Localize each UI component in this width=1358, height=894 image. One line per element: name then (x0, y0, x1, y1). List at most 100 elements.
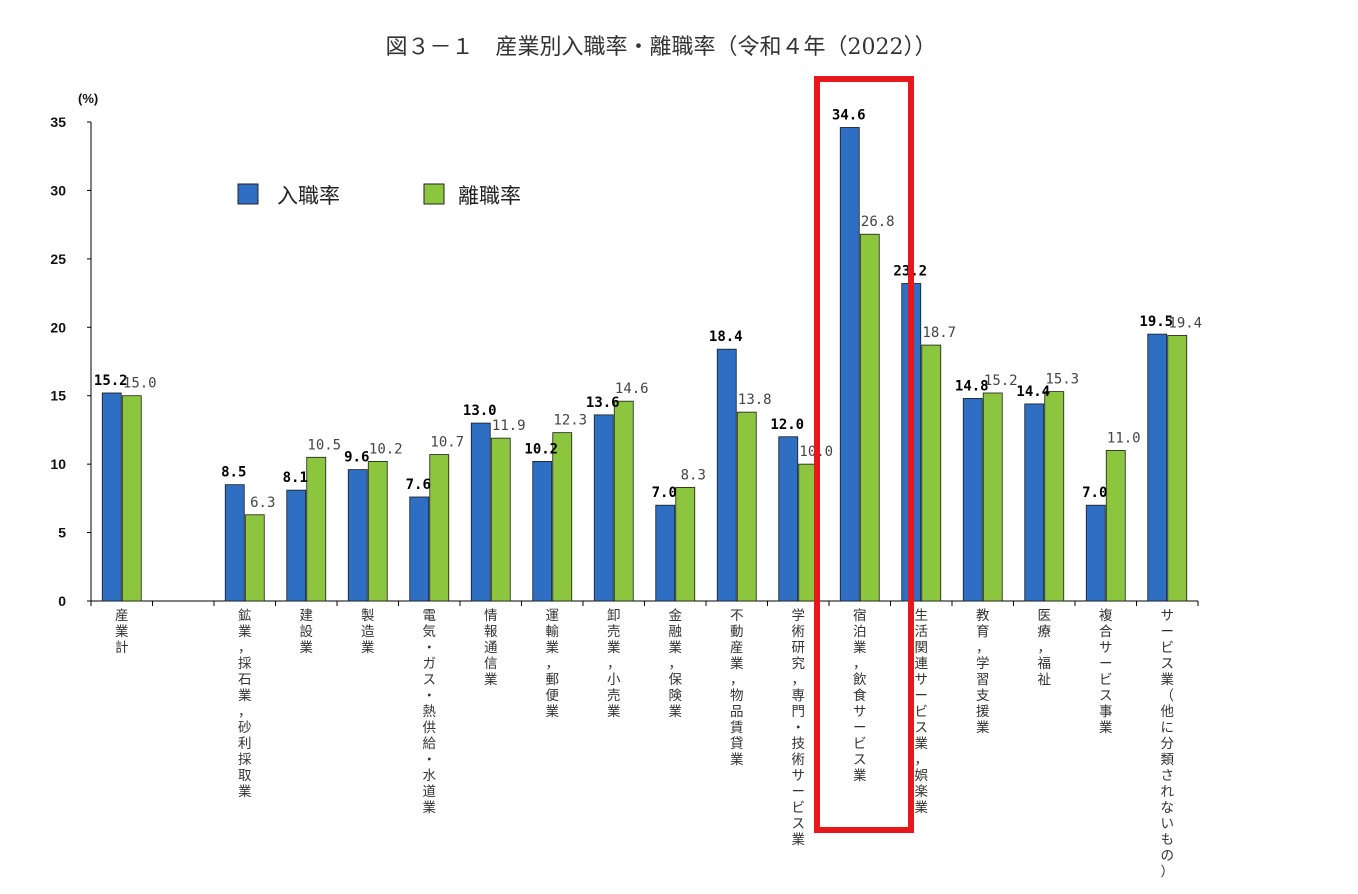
legend-swatch-series-b (423, 183, 445, 205)
bar-series-a (286, 489, 307, 602)
data-label-series-b: 12.3 (553, 413, 587, 429)
bar-series-b (244, 514, 265, 602)
data-label-series-a: 15.2 (94, 373, 128, 389)
data-label-series-a: 34.6 (832, 107, 866, 123)
bar-series-a (1024, 403, 1045, 602)
data-label-series-a: 19.5 (1139, 314, 1173, 330)
category-label: 学術研究，専門・技術サービス業 (792, 608, 806, 848)
data-label-series-a: 13.6 (586, 395, 620, 411)
data-label-series-a: 7.6 (406, 477, 431, 493)
data-label-series-a: 14.4 (1016, 384, 1050, 400)
bar-series-a (593, 414, 614, 602)
data-labels: 15.215.08.56.38.110.59.610.27.610.713.01… (94, 107, 1202, 510)
category-label: 製造業 (361, 608, 375, 656)
data-label-series-a: 8.1 (283, 470, 308, 486)
data-label-series-b: 14.6 (615, 381, 649, 397)
data-label-series-a: 8.5 (221, 465, 246, 481)
bar-series-a (778, 436, 799, 602)
y-tick-label: 20 (50, 319, 66, 335)
y-tick-label: 30 (50, 182, 66, 198)
bar-series-b (1044, 391, 1065, 602)
y-tick-label: 15 (50, 388, 66, 404)
bar-series-a (1147, 333, 1168, 602)
category-label: 電気・ガス・熱供給・水道業 (423, 608, 437, 816)
y-tick-label: 0 (58, 593, 66, 609)
bar-series-b (1167, 335, 1188, 602)
category-label: 宿泊業，飲食サービス業 (853, 607, 867, 784)
category-label: 金融業，保険業 (669, 608, 683, 720)
category-label: 産業計 (115, 608, 129, 656)
bar-series-b (121, 395, 142, 602)
bar-series-b (736, 411, 757, 602)
bar-series-b (552, 432, 573, 602)
bar-series-b (1105, 450, 1126, 602)
data-label-series-b: 19.4 (1168, 315, 1202, 331)
category-label: サービス業（他に分類されないもの） (1161, 608, 1175, 880)
y-tick-label: 35 (50, 114, 66, 130)
legend-label-series-a: 入職率 (277, 184, 340, 208)
data-label-series-a: 10.2 (524, 441, 558, 457)
data-label-series-a: 13.0 (463, 403, 497, 419)
category-label: 生活関連サービス業，娯楽業 (915, 608, 929, 816)
data-label-series-b: 6.3 (250, 495, 275, 511)
data-label-series-a: 7.0 (652, 485, 677, 501)
data-label-series-a: 14.8 (955, 378, 989, 394)
highlight-box (814, 76, 914, 833)
data-label-series-b: 15.0 (123, 376, 157, 392)
y-axis-unit: (%) (78, 91, 98, 106)
bar-series-a (839, 127, 860, 602)
y-tick-label: 5 (58, 525, 66, 541)
data-label-series-b: 10.5 (307, 437, 341, 453)
bar-series-b (306, 456, 327, 602)
category-label: 医療，福祉 (1038, 608, 1052, 688)
data-label-series-b: 11.9 (492, 418, 526, 434)
bar-series-a (655, 504, 676, 602)
data-label-series-b: 8.3 (681, 467, 706, 483)
data-label-series-a: 7.0 (1082, 485, 1107, 501)
bar-series-b (490, 437, 511, 602)
category-labels: 産業計 鉱業，採石業，砂利採取業 建設業 製造業 電気・ガス・熱供給・水道業 情報通信業 運… (115, 607, 1175, 880)
axes: 0 5 10 15 20 25 30 35 (50, 114, 1199, 609)
data-label-series-b: 11.0 (1107, 430, 1141, 446)
bar-series-a (716, 348, 737, 602)
chart-title: 図３－１ 産業別入職率・離職率（令和４年（2022）） (386, 35, 937, 60)
bar-series-b (429, 454, 450, 602)
bar-series-b (613, 400, 634, 602)
bar-series-a (409, 496, 430, 602)
data-label-series-b: 13.8 (738, 392, 772, 408)
bar-series-a (224, 484, 245, 602)
bar-series-a (532, 461, 553, 602)
data-label-series-a: 12.0 (770, 417, 804, 433)
category-label: 建設業 (300, 608, 314, 656)
category-label: 複合サービス事業 (1099, 607, 1113, 736)
data-label-series-b: 15.2 (984, 373, 1018, 389)
bars (101, 127, 1188, 602)
data-label-series-b: 18.7 (922, 325, 956, 341)
bar-series-a (962, 398, 983, 602)
category-label: 運輸業，郵便業 (546, 608, 560, 720)
data-label-series-a: 18.4 (709, 329, 743, 345)
data-label-series-b: 10.7 (430, 435, 464, 451)
data-label-series-b: 10.2 (369, 441, 403, 457)
bar-series-a (1085, 504, 1106, 602)
bar-series-b (367, 461, 388, 602)
legend: 入職率 離職率 (237, 183, 521, 208)
category-label: 不動産業，物品賃貸業 (730, 608, 744, 768)
bar-series-a (470, 422, 491, 602)
category-label: 教育，学習支援業 (976, 608, 990, 736)
bar-series-a (347, 469, 368, 602)
data-label-series-b: 15.3 (1045, 372, 1079, 388)
bar-series-a (101, 392, 122, 602)
bar-series-b (982, 392, 1003, 602)
category-label: 情報通信業 (484, 608, 498, 688)
category-label: 卸売業，小売業 (607, 608, 621, 720)
data-label-series-b: 26.8 (861, 214, 895, 230)
y-tick-label: 25 (50, 251, 66, 267)
category-label: 鉱業，採石業，砂利採取業 (238, 608, 252, 800)
data-label-series-a: 9.6 (344, 450, 369, 466)
bar-series-b (921, 344, 942, 602)
legend-swatch-series-a (237, 183, 259, 205)
bar-series-b (859, 233, 880, 602)
y-tick-label: 10 (50, 456, 66, 472)
